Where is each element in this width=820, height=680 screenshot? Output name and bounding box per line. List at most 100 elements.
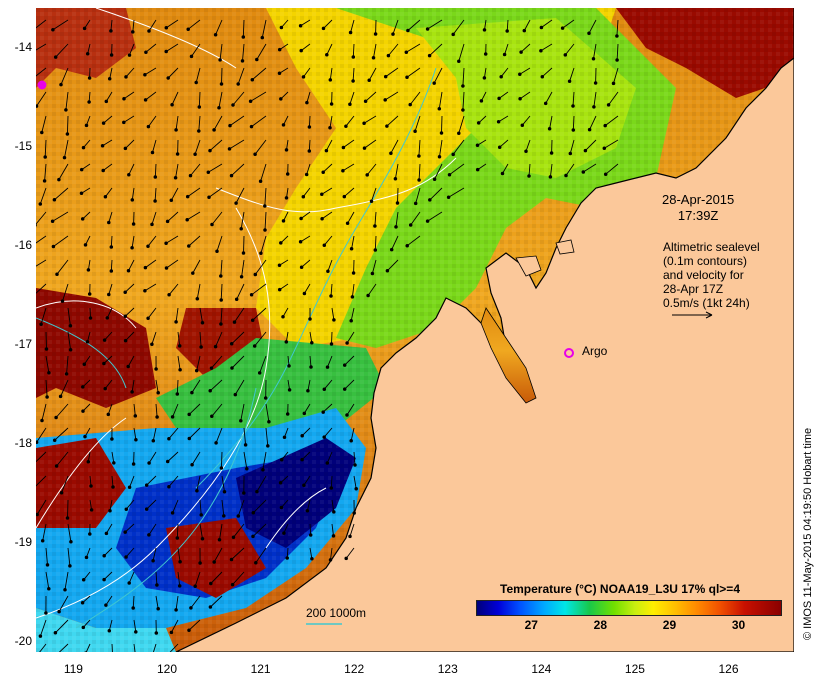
- velocity-arrow: [152, 547, 157, 561]
- velocity-arrow-head: [408, 102, 412, 107]
- velocity-arrow-head: [154, 631, 159, 635]
- velocity-arrow-head: [240, 59, 245, 63]
- velocity-arrow: [261, 19, 267, 38]
- longitude-tick-label: 123: [437, 662, 458, 676]
- velocity-arrow: [36, 451, 47, 463]
- velocity-arrow-head: [187, 244, 191, 248]
- velocity-arrow-head: [82, 362, 87, 367]
- velocity-arrow-head: [348, 534, 352, 539]
- velocity-arrow: [102, 163, 113, 171]
- velocity-arrow: [329, 115, 333, 128]
- velocity-arrow-head: [310, 557, 314, 561]
- longitude-tick-label: 120: [156, 662, 178, 676]
- velocity-arrow-head: [102, 554, 106, 558]
- velocity-arrow: [243, 427, 247, 445]
- velocity-arrow: [177, 355, 181, 370]
- velocity-arrow-head: [266, 444, 270, 448]
- velocity-arrow-head: [130, 198, 135, 202]
- velocity-arrow-head: [351, 271, 356, 275]
- velocity-arrow-head: [345, 221, 350, 226]
- legend-line: 0.5m/s (1kt 24h): [663, 296, 750, 310]
- velocity-arrow: [155, 595, 159, 609]
- velocity-arrow: [391, 235, 399, 250]
- velocity-arrow: [176, 523, 179, 539]
- velocity-arrow-head: [193, 152, 197, 156]
- velocity-arrow: [67, 523, 72, 542]
- argo-marker-west: [37, 80, 47, 90]
- velocity-arrow: [36, 43, 47, 51]
- velocity-arrow-head: [212, 560, 216, 564]
- velocity-arrow-head: [351, 79, 355, 83]
- velocity-arrow-head: [277, 71, 282, 76]
- velocity-arrow-head: [200, 537, 205, 541]
- velocity-arrow-head: [177, 584, 182, 588]
- velocity-arrow: [309, 355, 312, 368]
- velocity-arrow-head: [519, 50, 523, 54]
- velocity-arrow: [593, 91, 597, 107]
- velocity-arrow-head: [354, 487, 358, 491]
- velocity-arrow: [392, 19, 399, 35]
- velocity-arrow: [232, 571, 245, 585]
- velocity-arrow-head: [408, 223, 413, 227]
- velocity-arrow: [498, 115, 509, 123]
- velocity-arrow: [462, 67, 465, 87]
- velocity-arrow-head: [301, 75, 306, 79]
- velocity-arrow-head: [417, 178, 421, 182]
- velocity-arrow: [323, 19, 333, 29]
- velocity-arrow-head: [383, 98, 387, 102]
- velocity-arrow-head: [373, 248, 378, 252]
- velocity-arrow: [123, 115, 135, 123]
- velocity-arrow: [133, 619, 137, 632]
- velocity-arrow-head: [122, 120, 126, 125]
- velocity-arrow: [394, 163, 399, 179]
- velocity-arrow: [190, 163, 201, 176]
- velocity-arrow: [363, 115, 377, 124]
- velocity-arrow: [605, 163, 619, 175]
- velocity-arrow: [133, 643, 136, 652]
- velocity-arrow-head: [261, 467, 265, 472]
- velocity-arrow-head: [241, 35, 246, 39]
- velocity-arrow-head: [210, 414, 214, 419]
- velocity-arrow-head: [52, 438, 57, 442]
- velocity-arrow-head: [83, 434, 87, 439]
- velocity-arrow: [371, 259, 377, 274]
- velocity-arrow: [616, 43, 619, 61]
- velocity-arrow-head: [199, 513, 203, 517]
- velocity-arrow: [169, 643, 179, 652]
- velocity-arrow-head: [127, 53, 132, 57]
- velocity-arrow-head: [365, 173, 369, 177]
- velocity-arrow: [110, 259, 113, 272]
- velocity-arrow-head: [366, 293, 370, 298]
- velocity-arrow: [549, 163, 553, 177]
- velocity-arrow-head: [306, 389, 310, 393]
- velocity-arrow: [243, 235, 245, 254]
- velocity-arrow-head: [147, 29, 151, 33]
- velocity-arrow: [167, 211, 179, 222]
- velocity-arrow: [452, 19, 465, 35]
- velocity-arrow-head: [36, 104, 39, 108]
- velocity-arrow-head: [352, 511, 356, 515]
- velocity-arrow-head: [308, 533, 313, 537]
- velocity-arrow-head: [65, 132, 70, 136]
- velocity-arrow-head: [156, 391, 160, 395]
- velocity-arrow-head: [425, 219, 430, 223]
- velocity-arrow: [219, 43, 223, 60]
- velocity-arrow: [309, 547, 313, 559]
- velocity-arrow-head: [38, 202, 43, 206]
- velocity-arrow-head: [328, 126, 332, 130]
- velocity-arrow-head: [87, 100, 91, 104]
- velocity-arrow: [452, 139, 465, 155]
- velocity-arrow-head: [111, 485, 115, 489]
- velocity-arrow: [346, 403, 355, 416]
- velocity-arrow: [124, 283, 135, 293]
- velocity-arrow: [608, 91, 619, 106]
- velocity-arrow-head: [107, 220, 111, 225]
- velocity-arrow-head: [130, 246, 134, 250]
- velocity-arrow-head: [127, 173, 131, 177]
- velocity-arrow: [145, 43, 157, 53]
- velocity-arrow-head: [104, 99, 109, 104]
- velocity-arrow-head: [174, 320, 178, 324]
- velocity-arrow: [148, 451, 157, 464]
- velocity-arrow: [210, 571, 223, 584]
- velocity-arrow: [66, 355, 69, 374]
